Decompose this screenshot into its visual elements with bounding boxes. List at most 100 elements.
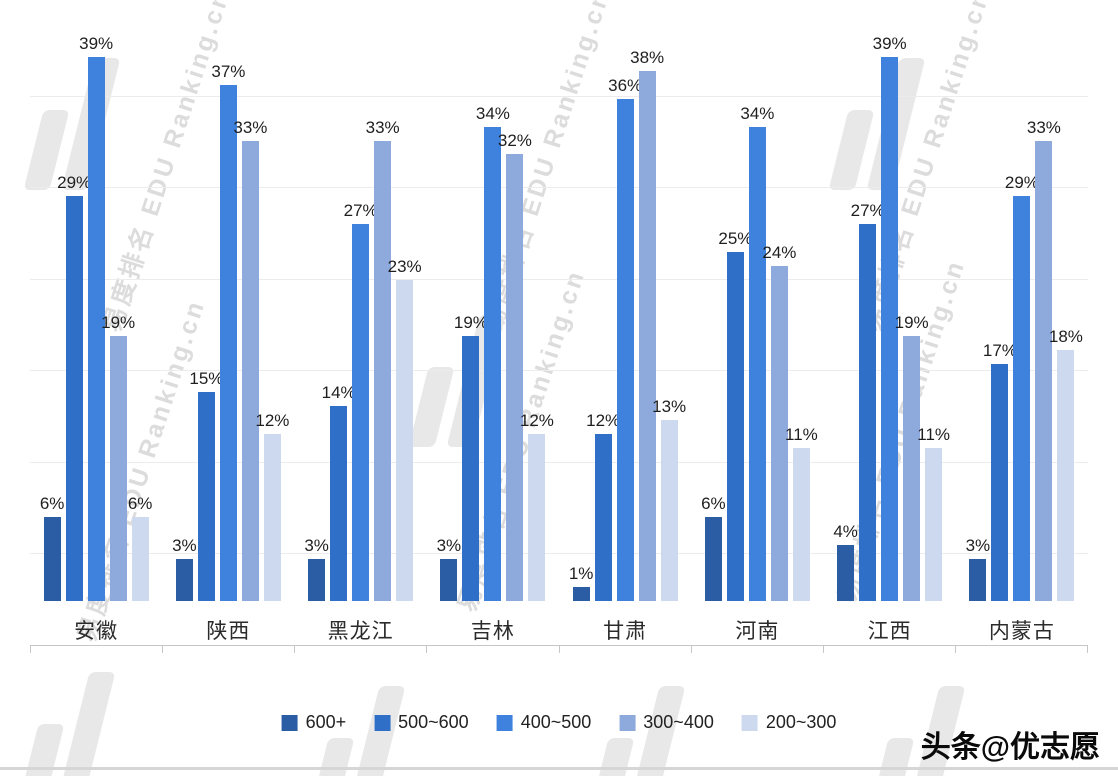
bar [748,127,766,601]
tick [690,646,692,653]
x-axis-label: 内蒙古 [988,620,1055,643]
bar-wrap: 17% [983,341,1017,601]
bar-value-label: 38% [630,48,665,67]
tick [162,646,164,653]
bar [528,434,546,601]
bar-wrap: 33% [233,118,267,601]
bar [65,196,83,601]
bar [197,392,215,601]
bar-value-label: 19% [453,313,488,332]
bar [792,448,810,601]
bar-wrap: 6% [40,494,64,601]
bar-value-label: 34% [740,104,775,123]
axis-ticks [30,646,1088,653]
bar-wrap: 6% [701,494,726,601]
legend-swatch [374,714,391,731]
bar-value-label: 13% [652,397,687,416]
bar [837,545,855,601]
bar [859,224,877,601]
bar-value-label: 3% [172,536,197,555]
tick [426,646,428,653]
bar-wrap: 19% [895,313,929,601]
bar-wrap: 19% [454,313,488,601]
legend-label: 600+ [305,712,347,732]
bar [330,406,348,601]
bar-group: 6% 25% 34% 24% 11% 河南 [701,1,818,645]
bar-wrap: 34% [476,104,510,601]
bar-value-label: 3% [965,536,991,555]
logo-bar [56,672,116,776]
bar [1057,350,1075,601]
bar-value-label: 27% [850,201,885,220]
tick [822,646,824,653]
bar-value-label: 18% [1048,327,1083,346]
bar [241,141,259,601]
bar-wrap: 24% [762,243,796,601]
bar-value-label: 3% [304,536,329,555]
bar-wrap: 32% [498,131,532,601]
bar-value-label: 11% [785,425,818,444]
bar-group: 1% 12% 36% 38% 13% 甘肃 [569,1,686,645]
logo-bar [308,738,355,776]
bar-value-label: 1% [568,564,594,583]
bar-wrap: 37% [211,62,245,601]
tick [294,646,296,653]
bar [726,252,744,601]
bar-value-label: 6% [701,494,726,513]
bar-group: 3% 15% 37% 33% 12% 陕西 [172,1,289,645]
legend-swatch [281,714,298,731]
bar-value-label: 23% [387,257,422,276]
bar [131,517,149,601]
x-axis-label: 江西 [867,620,912,643]
bar-value-label: 15% [189,369,224,388]
bar [638,71,656,601]
bar [616,99,634,601]
bar-wrap: 27% [344,201,378,601]
bar-value-label: 19% [894,313,929,332]
bar-value-label: 12% [255,411,290,430]
bar-value-label: 25% [718,229,753,248]
bar-group: 3% 14% 27% 33% 23% 黑龙江 [304,1,422,645]
legend-item: 200~300 [741,712,836,733]
bar-wrap: 12% [520,411,554,601]
tick [558,646,560,653]
legend-label: 400~500 [520,712,592,732]
bar [109,336,127,601]
bar-value-label: 3% [436,536,462,555]
bar-value-label: 27% [343,201,378,220]
bar-value-label: 12% [586,411,621,430]
bar [219,85,237,601]
bar-value-label: 36% [608,76,643,95]
bar [925,448,943,601]
x-axis-label: 陕西 [206,620,251,643]
bar-value-label: 6% [127,494,153,513]
bar-wrap: 11% [917,425,950,601]
bar-wrap: 23% [388,257,422,601]
legend-item: 400~500 [496,712,592,733]
bar-wrap: 13% [652,397,686,601]
x-axis-label: 黑龙江 [327,620,394,643]
legend-item: 300~400 [619,712,714,733]
bar-wrap: 27% [851,201,885,601]
bar-wrap: 39% [79,34,113,601]
bar-wrap: 39% [873,34,907,601]
bar-value-label: 39% [79,34,114,53]
bar-value-label: 29% [57,173,92,192]
bar-wrap: 33% [366,118,400,601]
logo-bar [588,738,635,776]
bar-wrap: 38% [630,48,664,601]
bar [991,364,1009,601]
logo-bar [868,738,915,776]
bar [506,154,524,601]
bar-wrap: 15% [189,369,223,601]
bar [594,434,612,601]
bar-value-label: 6% [39,494,65,513]
bar-wrap: 6% [128,494,152,601]
bar-value-label: 34% [475,104,510,123]
legend-swatch [496,714,513,731]
bar-wrap: 25% [718,229,752,601]
gridline [30,553,1088,554]
legend-item: 500~600 [374,712,469,733]
bar-wrap: 29% [1005,173,1039,601]
